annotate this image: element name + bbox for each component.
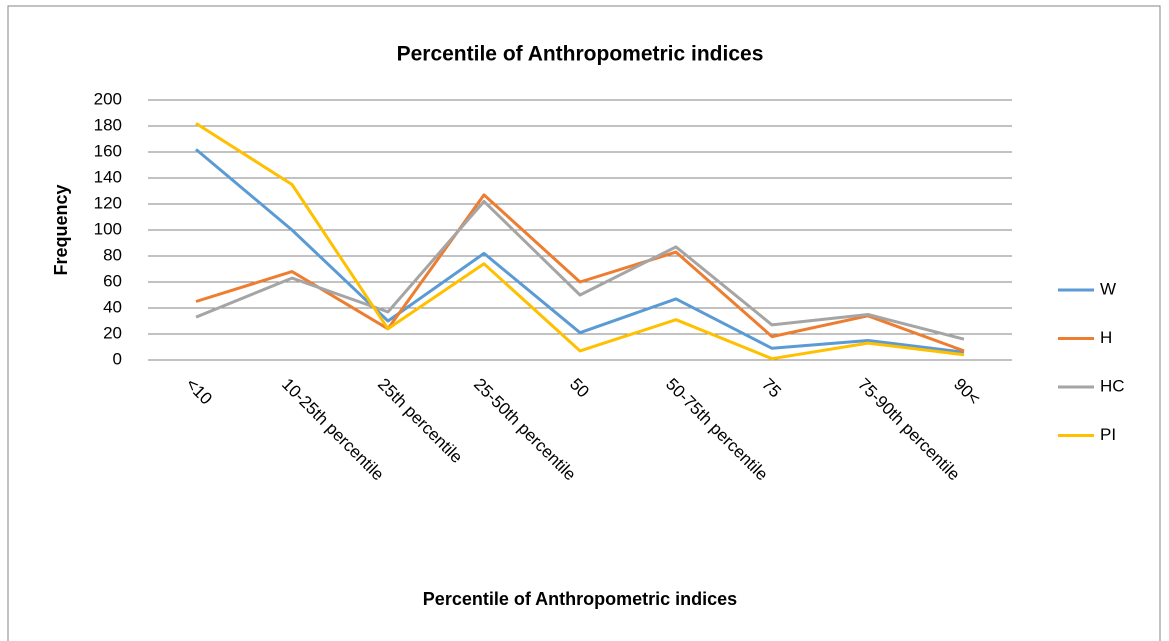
x-tick-label: 50-75th percentile bbox=[662, 375, 772, 485]
y-tick-label: 60 bbox=[103, 271, 122, 290]
y-tick-label: 80 bbox=[103, 245, 122, 264]
x-tick-label: 25-50th percentile bbox=[470, 375, 580, 485]
y-tick-label: 160 bbox=[94, 141, 122, 160]
y-axis-title: Frequency bbox=[51, 184, 71, 275]
legend-label: HC bbox=[1100, 376, 1125, 395]
y-tick-label: 0 bbox=[113, 349, 122, 368]
x-axis-title: Percentile of Anthropometric indices bbox=[423, 589, 737, 609]
x-tick-label: 10-25th percentile bbox=[278, 375, 388, 485]
y-tick-label: 200 bbox=[94, 89, 122, 108]
series-line bbox=[195, 199, 965, 341]
y-tick-label: 120 bbox=[94, 193, 122, 212]
y-tick-label: 180 bbox=[94, 115, 122, 134]
x-tick-label: <10 bbox=[182, 375, 216, 409]
y-tick-label: 140 bbox=[94, 167, 122, 186]
y-tick-label: 100 bbox=[94, 219, 122, 238]
x-tick-label: 50 bbox=[566, 375, 593, 402]
x-tick-label: 25th percentile bbox=[374, 375, 466, 467]
x-tick-label: 75-90th percentile bbox=[854, 375, 964, 485]
x-tick-label: 75 bbox=[758, 375, 785, 402]
series-line bbox=[195, 193, 965, 353]
y-tick-label: 20 bbox=[103, 323, 122, 342]
series-line bbox=[195, 148, 965, 354]
chart-frame bbox=[7, 5, 1161, 641]
legend-label: PI bbox=[1100, 425, 1116, 444]
y-tick-label: 40 bbox=[103, 297, 122, 316]
chart-title: Percentile of Anthropometric indices bbox=[397, 43, 764, 66]
x-tick-label: 90< bbox=[950, 375, 984, 409]
legend-label: H bbox=[1100, 328, 1112, 347]
series-line bbox=[195, 122, 965, 361]
legend-label: W bbox=[1100, 279, 1116, 298]
